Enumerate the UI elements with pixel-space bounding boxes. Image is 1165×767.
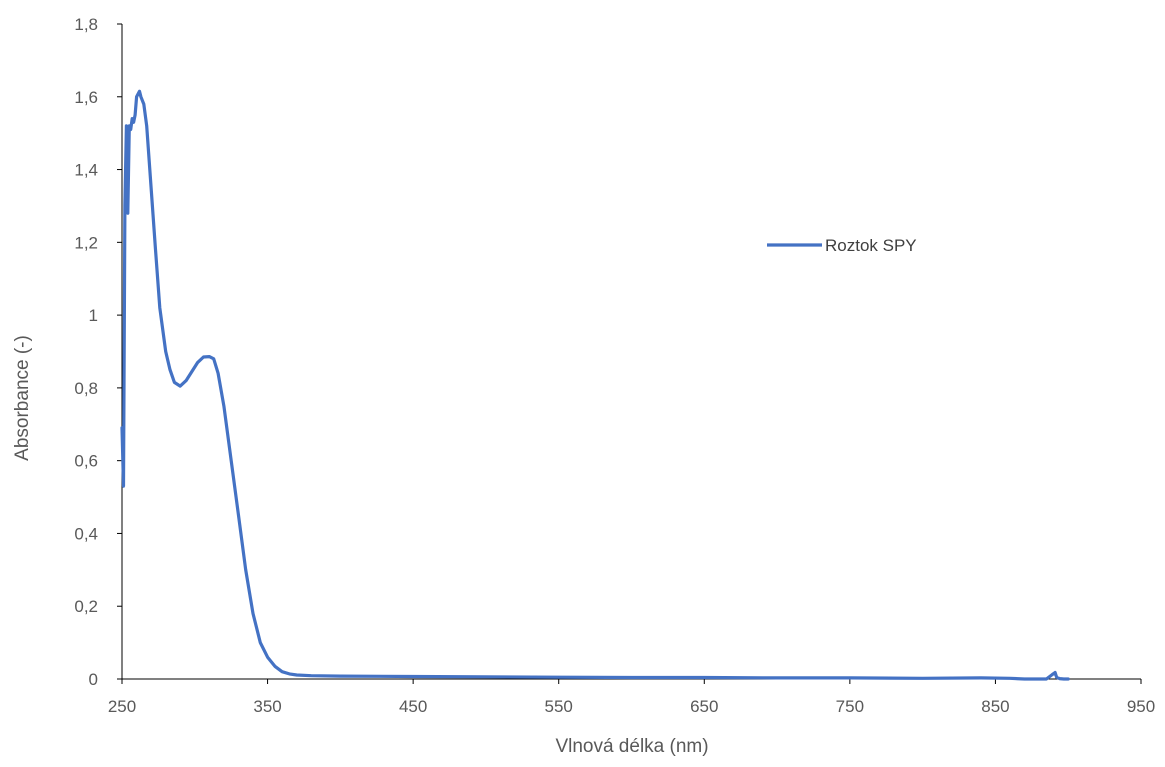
y-axis-title: Absorbance (-) [12, 335, 33, 461]
legend-label: Roztok SPY [825, 236, 917, 255]
y-tick-label: 0,2 [74, 597, 98, 616]
y-tick-label: 0 [89, 670, 98, 689]
x-tick-label: 450 [399, 697, 427, 716]
tick-labels: 0 0,2 0,4 0,6 0,8 1 1,2 1,4 1,6 1,8 250 350 450 550 65… [74, 15, 1155, 716]
x-tick-label: 750 [836, 697, 864, 716]
x-tick-label: 350 [253, 697, 281, 716]
legend: Roztok SPY [767, 236, 917, 255]
y-tick-label: 1 [89, 306, 98, 325]
x-axis-title: Vlnová délka (nm) [555, 736, 708, 757]
y-tick-label: 0,8 [74, 379, 98, 398]
x-tick-label: 950 [1127, 697, 1155, 716]
axes [117, 23, 1142, 684]
x-tick-label: 650 [690, 697, 718, 716]
y-tick-label: 1,4 [74, 161, 98, 180]
y-tick-label: 1,2 [74, 233, 98, 252]
y-tick-label: 0,4 [74, 524, 98, 543]
x-tick-label: 550 [545, 697, 573, 716]
x-tick-label: 850 [981, 697, 1009, 716]
y-tick-label: 1,8 [74, 15, 98, 34]
y-tick-label: 1,6 [74, 88, 98, 107]
y-tick-label: 0,6 [74, 452, 98, 471]
x-tick-label: 250 [108, 697, 136, 716]
series-lines [120, 89, 1070, 681]
series-line [120, 89, 1070, 681]
